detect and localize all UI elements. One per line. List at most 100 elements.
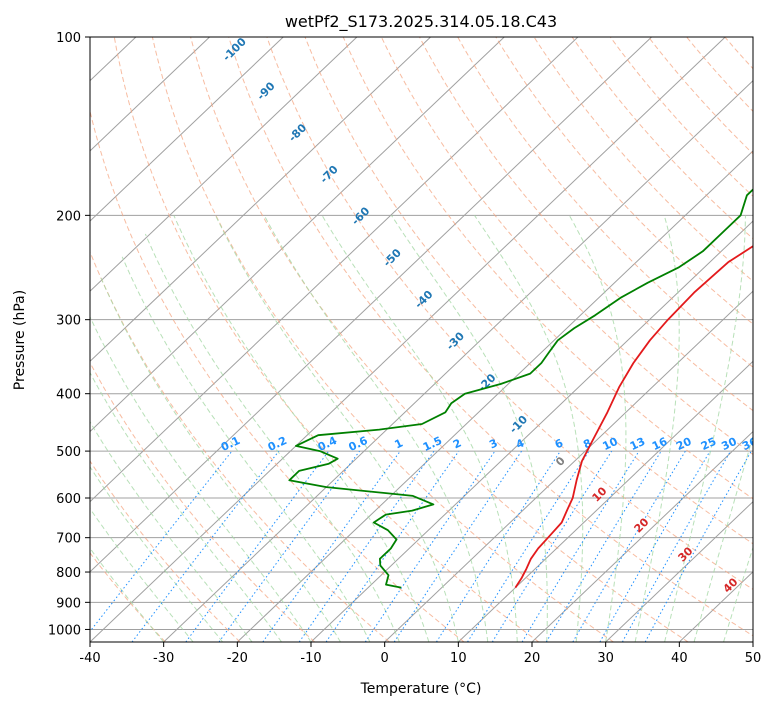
isotherm-line	[163, 80, 753, 642]
moist-adiabat-line	[90, 315, 312, 642]
moist-adiabat-line	[90, 420, 253, 642]
dry-adiabat-label: -10	[507, 413, 530, 436]
isotherm-line	[90, 37, 284, 222]
y-tick-label: 900	[56, 596, 81, 611]
moist-adiabat-line	[390, 215, 548, 642]
isotherm-line	[90, 37, 358, 292]
y-tick-label: 100	[56, 31, 81, 46]
y-tick-label: 1000	[48, 623, 81, 638]
moist-adiabat-line	[144, 233, 400, 642]
y-tick-label: 600	[56, 492, 81, 507]
dry-adiabat-line	[190, 37, 689, 642]
dry-adiabat-label: -60	[349, 204, 372, 227]
dry-adiabat-line	[763, 37, 775, 642]
dry-adiabat-line	[304, 37, 753, 545]
plot-frame	[89, 36, 754, 643]
dewpoint-profile-line	[288, 188, 753, 589]
mixing-ratio-line	[185, 450, 330, 642]
mixing-ratio-label: 20	[674, 435, 694, 453]
x-tick-label: 20	[524, 651, 541, 666]
isotherm-line	[90, 37, 726, 642]
isotherm-line	[236, 150, 753, 642]
y-axis-label: Pressure (hPa)	[12, 290, 28, 390]
moist-adiabat-line	[568, 215, 627, 642]
isotherm-line	[457, 360, 753, 642]
mixing-ratio-line	[545, 450, 662, 642]
isotherm-line	[605, 500, 753, 642]
y-tick-label: 200	[56, 209, 81, 224]
isotherm-line	[531, 430, 753, 642]
moist-adiabat-label: 30	[676, 544, 696, 564]
dry-adiabat-label: -50	[381, 246, 404, 269]
mixing-ratio-label: 16	[650, 435, 670, 453]
y-tick-label: 400	[56, 388, 81, 403]
x-tick-label: -20	[227, 651, 248, 666]
isotherm-line	[90, 37, 210, 152]
isotherm-line	[384, 290, 753, 642]
isotherm-line	[752, 641, 753, 642]
mixing-ratio-label: 25	[699, 435, 718, 453]
mixing-ratio-label: 10	[601, 435, 621, 453]
x-tick-label: -40	[79, 651, 100, 666]
dry-adiabat-line	[724, 37, 753, 70]
y-tick-label: 800	[56, 566, 81, 581]
dry-adiabat-label: -100	[220, 35, 249, 64]
mixing-ratio-label: 3	[487, 436, 499, 451]
dry-adiabat-line	[90, 250, 390, 642]
moist-adiabat-line	[90, 507, 194, 642]
dry-adiabat-line	[533, 37, 753, 282]
dry-adiabat-line	[495, 37, 753, 325]
mixing-ratio-line	[435, 450, 561, 642]
mixing-ratio-line	[467, 450, 590, 642]
x-tick-label: 40	[671, 651, 688, 666]
dry-adiabat-line	[648, 37, 753, 155]
isotherm-line	[90, 37, 579, 503]
mixing-ratio-line	[131, 450, 280, 642]
moist-adiabat-line	[90, 371, 282, 642]
moist-adiabat-label: 20	[632, 515, 652, 535]
isotherm-line	[90, 37, 505, 433]
dry-adiabat-line	[686, 37, 753, 113]
x-tick-label: 0	[381, 651, 389, 666]
dry-adiabat-label: -90	[254, 79, 277, 102]
moist-adiabat-line	[474, 215, 584, 642]
x-tick-label: 30	[597, 651, 614, 666]
moist-adiabat-label: 0	[553, 454, 568, 469]
isotherm-line	[310, 220, 753, 642]
mixing-ratio-label: 36	[740, 435, 760, 453]
dry-adiabat-line	[380, 37, 753, 456]
isotherm-line	[90, 37, 652, 573]
y-tick-label: 300	[56, 314, 81, 329]
dry-adiabat-label: -70	[318, 163, 341, 186]
x-tick-label: 10	[450, 651, 467, 666]
x-tick-label: -10	[300, 651, 321, 666]
mixing-ratio-line	[491, 450, 613, 642]
mixing-ratio-line	[218, 450, 361, 642]
moist-adiabat-line	[121, 256, 371, 642]
moist-adiabat-line	[634, 215, 680, 642]
mixing-ratio-line	[325, 450, 460, 642]
profiles	[288, 188, 753, 589]
mixing-ratio-line	[621, 450, 732, 642]
y-tick-label: 700	[56, 532, 81, 547]
mixing-ratio-label: 2	[451, 436, 463, 451]
dry-adiabat-line	[90, 109, 465, 642]
mixing-ratio-line	[644, 450, 752, 642]
isotherm-line	[90, 37, 431, 363]
dry-adiabat-line	[571, 37, 753, 240]
dry-adiabat-line	[90, 552, 166, 642]
moist-adiabat-label: 10	[590, 484, 610, 504]
isotherm-line	[0, 37, 62, 642]
mixing-ratio-label: 13	[628, 435, 647, 453]
moist-adiabat-line	[100, 277, 341, 642]
mixing-ratio-line	[364, 450, 496, 642]
dry-adiabat-label: -30	[444, 329, 467, 352]
mixing-ratio-line	[393, 450, 523, 642]
dry-adiabat-label: -40	[412, 288, 435, 311]
moist-adiabat-line	[693, 434, 753, 642]
mixing-ratio-line	[262, 450, 401, 642]
chart-title: wetPf2_S173.2025.314.05.18.C43	[285, 12, 557, 32]
x-axis-label: Temperature (°C)	[360, 681, 482, 697]
dry-adiabat-line	[90, 460, 241, 642]
